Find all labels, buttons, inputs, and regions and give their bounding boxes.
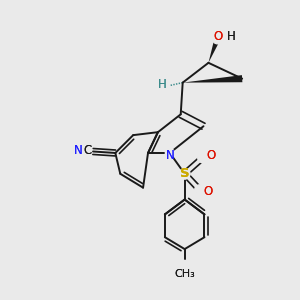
Circle shape bbox=[198, 153, 207, 163]
Text: C: C bbox=[84, 144, 92, 158]
Text: O: O bbox=[207, 149, 216, 162]
Circle shape bbox=[165, 148, 174, 158]
Text: H: H bbox=[158, 78, 166, 91]
Text: O: O bbox=[204, 184, 213, 198]
Circle shape bbox=[178, 260, 191, 273]
Circle shape bbox=[179, 168, 190, 179]
Text: H: H bbox=[227, 30, 236, 43]
Text: C: C bbox=[84, 144, 92, 158]
Circle shape bbox=[195, 185, 204, 194]
Text: O: O bbox=[213, 30, 222, 43]
Text: N: N bbox=[166, 149, 175, 162]
Text: O: O bbox=[204, 184, 213, 198]
Polygon shape bbox=[183, 75, 242, 82]
Circle shape bbox=[213, 34, 222, 44]
Text: CH₃: CH₃ bbox=[174, 269, 195, 279]
Text: N: N bbox=[74, 144, 82, 158]
Polygon shape bbox=[208, 38, 220, 63]
Text: O: O bbox=[213, 30, 222, 43]
Text: N: N bbox=[166, 149, 175, 162]
Text: H: H bbox=[158, 78, 166, 91]
Text: S: S bbox=[180, 167, 190, 180]
Text: S: S bbox=[180, 167, 190, 180]
Text: H: H bbox=[227, 30, 236, 43]
Text: CH₃: CH₃ bbox=[174, 269, 195, 279]
Text: O: O bbox=[207, 149, 216, 162]
Text: N: N bbox=[74, 144, 82, 158]
